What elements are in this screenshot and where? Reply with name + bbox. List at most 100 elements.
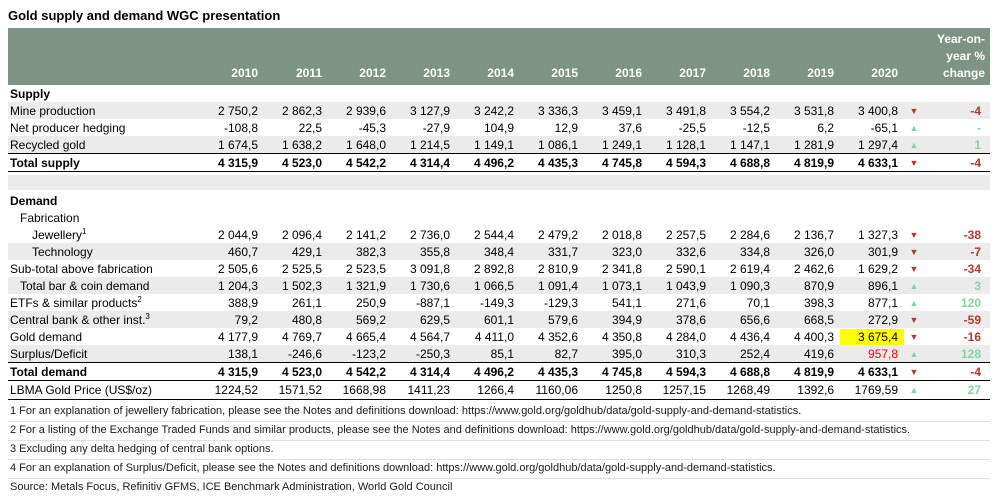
year-header: 2013	[423, 66, 450, 80]
year-header: 2020	[871, 66, 898, 80]
row-central-bank-other-inst: Central bank & other inst.3 79,2 480,8 569,…	[8, 311, 990, 328]
value-2013: 3 091,8	[409, 261, 450, 276]
value-2010: 1 204,3	[217, 278, 258, 293]
up-triangle-icon: ▲	[909, 139, 919, 150]
row-label: Gold demand	[10, 329, 83, 344]
value-2010: 460,7	[227, 244, 258, 259]
down-triangle-icon: ▼	[909, 331, 919, 342]
value-2019: 326,0	[803, 244, 834, 259]
row-gold-demand: Gold demand 4 177,9 4 769,7 4 665,4 4 564,7 4…	[8, 328, 990, 345]
value-2014: -149,3	[479, 295, 514, 310]
value-2010: 2 750,2	[217, 103, 258, 118]
value-2015: 2 479,2	[537, 227, 578, 242]
row-label: Recycled gold	[10, 137, 86, 152]
value-2017: 1 128,1	[665, 137, 706, 152]
value-2017: 378,6	[675, 312, 706, 327]
value-2018: 2 284,6	[729, 227, 770, 242]
row-label: Fabrication	[20, 210, 80, 225]
value-2012: 4 665,4	[345, 329, 386, 344]
change-column-header: Year-on- year % change	[936, 32, 985, 80]
value-2016: 4 745,8	[601, 364, 642, 379]
value-2015: 4 352,6	[537, 329, 578, 344]
down-triangle-icon: ▼	[909, 314, 919, 325]
row-supply-header: Supply	[8, 85, 990, 102]
value-2014: 1 149,1	[473, 137, 514, 152]
value-2019: 419,6	[803, 346, 834, 361]
down-triangle-icon: ▼	[909, 157, 919, 168]
value-2011: 1 502,3	[281, 278, 322, 293]
value-2013: 355,8	[419, 244, 450, 259]
row-label: Total bar & coin demand	[20, 278, 150, 293]
value-2017: 271,6	[675, 295, 706, 310]
value-2013: 4 314,4	[409, 364, 450, 379]
row-recycled-gold: Recycled gold 1 674,5 1 638,2 1 648,0 1 214,…	[8, 136, 990, 153]
yoy-change: -59	[963, 312, 981, 327]
value-2013: 4 564,7	[409, 329, 450, 344]
value-2020: 3 675,4	[840, 328, 904, 345]
value-2010: 138,1	[227, 346, 258, 361]
value-2013: 1411,23	[407, 383, 451, 397]
row-total-demand: Total demand 4 315,9 4 523,0 4 542,2 4 314,4…	[8, 362, 990, 381]
value-2016: 2 341,8	[601, 261, 642, 276]
value-2018: 1268,49	[726, 383, 770, 397]
value-2020: 272,9	[867, 312, 898, 327]
row-surplus-deficit: Surplus/Deficit 138,1 -246,6 -123,2 -250,3 85…	[8, 345, 990, 362]
value-2014: 1 066,5	[473, 278, 514, 293]
value-2019: 668,5	[803, 312, 834, 327]
row-spacer	[8, 175, 990, 190]
value-2019: 1392,6	[797, 383, 834, 397]
value-2019: 4 819,9	[793, 364, 834, 379]
value-2011: 1571,52	[278, 383, 322, 397]
down-triangle-icon: ▼	[909, 263, 919, 274]
value-2015: 2 810,9	[537, 261, 578, 276]
value-2018: 334,8	[739, 244, 770, 259]
value-2011: 261,1	[291, 295, 322, 310]
yoy-change: 27	[967, 383, 981, 397]
row-label: Net producer hedging	[10, 120, 126, 135]
year-header: 2019	[807, 66, 834, 80]
row-mine-production: Mine production 2 750,2 2 862,3 2 939,6 3 12…	[8, 102, 990, 119]
value-2011: -246,6	[287, 346, 322, 361]
value-2019: 2 136,7	[793, 227, 834, 242]
yoy-change: 120	[960, 295, 981, 310]
value-2014: 104,9	[483, 120, 514, 135]
value-2019: 398,3	[803, 295, 834, 310]
up-triangle-icon: ▲	[909, 122, 919, 133]
value-2015: 331,7	[547, 244, 578, 259]
value-2013: 2 736,0	[409, 227, 450, 242]
value-2011: 429,1	[291, 244, 322, 259]
value-2014: 4 496,2	[473, 155, 514, 170]
table-header: Year-on- year % change 2010 2011 2012 2013 2…	[8, 28, 990, 85]
value-2016: 1250,8	[605, 383, 642, 397]
value-2020: 301,9	[867, 244, 898, 259]
value-2011: 4 523,0	[281, 364, 322, 379]
value-2012: 2 523,5	[345, 261, 386, 276]
row-label: ETFs & similar products2	[10, 294, 142, 310]
footnote-3: 3 Excluding any delta hedging of central…	[8, 441, 990, 460]
value-2015: 1160,06	[535, 383, 579, 397]
year-header: 2014	[487, 66, 514, 80]
yoy-change: 128	[960, 346, 981, 361]
value-2020: -65,1	[870, 120, 898, 135]
value-2015: -129,3	[543, 295, 578, 310]
value-2011: 480,8	[291, 312, 322, 327]
yoy-change: -16	[963, 329, 981, 344]
value-2019: 3 531,8	[793, 103, 834, 118]
year-header: 2015	[551, 66, 578, 80]
row-label: Supply	[10, 86, 51, 101]
down-triangle-icon: ▼	[909, 366, 919, 377]
row-net-producer-hedging: Net producer hedging -108,8 22,5 -45,3 -27,9…	[8, 119, 990, 136]
value-2014: 2 544,4	[473, 227, 514, 242]
value-2012: 1 321,9	[345, 278, 386, 293]
value-2014: 4 411,0	[474, 329, 514, 344]
value-2012: 4 542,2	[345, 364, 386, 379]
row-label: Central bank & other inst.3	[10, 311, 150, 327]
value-2017: 4 284,0	[665, 329, 706, 344]
row-label: Mine production	[10, 103, 96, 118]
value-2010: 2 505,6	[217, 261, 258, 276]
row-label: Sub-total above fabrication	[10, 261, 153, 276]
value-2011: 4 769,7	[281, 329, 322, 344]
page: Gold supply and demand WGC presentation …	[8, 8, 990, 493]
footnote-2: 2 For a listing of the Exchange Traded F…	[8, 422, 990, 441]
value-2010: 4 177,9	[217, 329, 258, 344]
